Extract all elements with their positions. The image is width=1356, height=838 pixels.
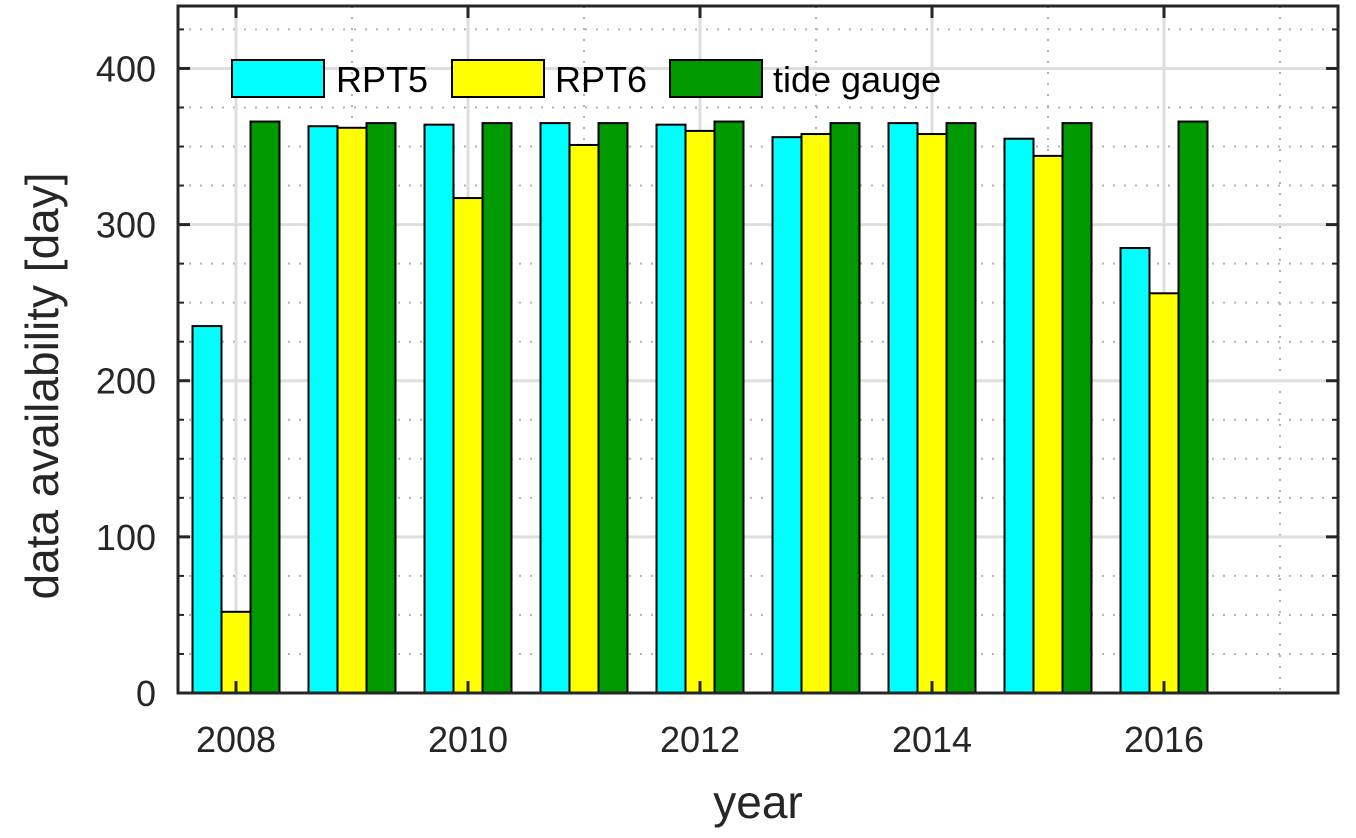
plot-frame [176,4,1340,695]
bar-rpt5-2009 [307,125,339,695]
bar-rpt6-2009 [336,126,368,694]
bar-tide-gauge-2013 [829,122,861,694]
legend-label-rpt5: RPT5 [336,59,428,100]
bar-tide-gauge-2014 [945,122,977,694]
axes [176,4,1340,695]
bar-rpt6-2012 [684,129,716,694]
legend-label-rpt6: RPT6 [555,59,647,100]
y-tick-label: 400 [96,48,156,89]
y-tick-label: 0 [136,673,156,714]
bar-tide-gauge-2016 [1177,120,1209,695]
legend-label-tide-gauge: tide gauge [773,59,941,100]
bar-rpt6-2010 [452,197,484,694]
legend-swatch-rpt5 [231,59,325,98]
legend-swatch-tide-gauge [669,59,763,98]
bar-rpt6-2016 [1148,292,1180,694]
bar-rpt5-2008 [191,325,223,694]
y-tick-label: 100 [96,517,156,558]
bar-rpt5-2011 [539,122,571,694]
bar-rpt6-2011 [568,143,600,694]
legend: RPT5 RPT6 tide gauge [231,59,941,100]
ticks: 0 100 200 300 400 2008 2010 2012 2014 2016 [96,6,1338,760]
y-axis-label: data availability [day] [16,172,68,599]
x-axis-label: year [713,776,802,828]
bar-rpt5-2016 [1119,247,1151,695]
y-tick-label: 200 [96,361,156,402]
bar-tide-gauge-2010 [481,122,513,694]
bar-rpt6-2014 [916,133,948,695]
bar-rpt5-2015 [1003,137,1035,695]
y-tick-label: 300 [96,205,156,246]
bar-rpt5-2013 [771,136,803,694]
bar-tide-gauge-2012 [713,120,745,695]
bar-tide-gauge-2009 [365,122,397,694]
x-tick-label: 2012 [660,719,740,760]
bar-tide-gauge-2011 [597,122,629,694]
x-tick-label: 2010 [428,719,508,760]
bar-rpt6-2013 [800,133,832,695]
bar-tide-gauge-2008 [249,120,281,695]
bar-rpt5-2012 [655,123,687,694]
bar-tide-gauge-2015 [1061,122,1093,694]
x-tick-label: 2008 [196,719,276,760]
x-tick-label: 2014 [892,719,972,760]
bar-rpt5-2014 [887,122,919,694]
x-tick-label: 2016 [1124,719,1204,760]
bars [191,120,1209,695]
bar-rpt6-2008 [220,610,252,694]
legend-swatch-rpt6 [451,59,545,98]
bar-rpt6-2015 [1032,154,1064,694]
bar-rpt5-2010 [423,123,455,694]
